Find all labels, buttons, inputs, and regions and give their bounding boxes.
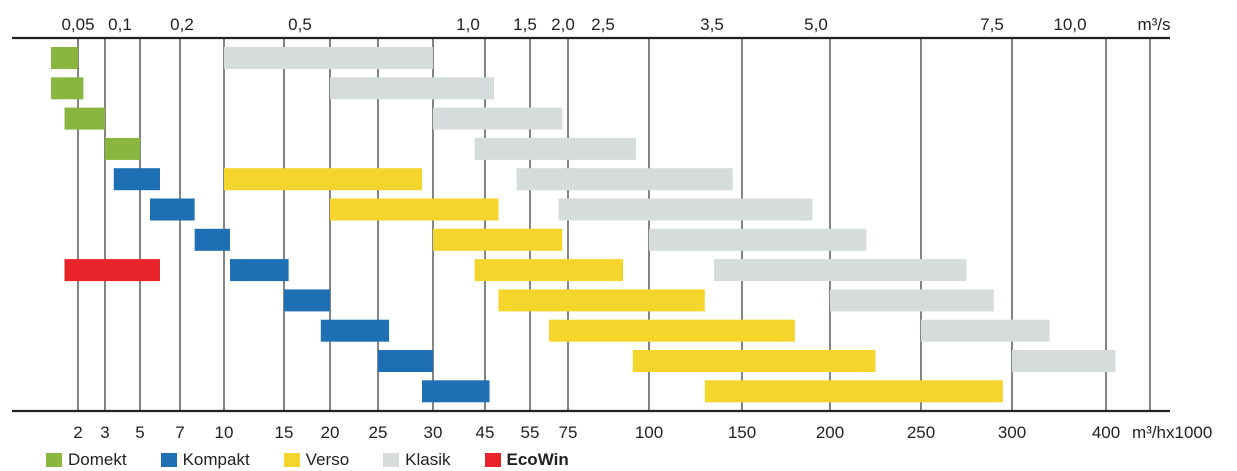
legend-item-verso: Verso: [283, 450, 350, 470]
bar-verso: [498, 289, 705, 312]
chart-legend: Domekt Kompakt Verso Klasik EcoWin: [46, 450, 603, 470]
bar-klasik: [649, 228, 867, 251]
bottom-tick-label: 2: [73, 423, 82, 442]
bar-domekt: [51, 77, 84, 100]
top-tick-label: 2,5: [591, 15, 615, 34]
bar-kompakt: [230, 259, 289, 282]
top-tick-label: 0,05: [61, 15, 94, 34]
bar-klasik: [1012, 350, 1116, 372]
bottom-axis-unit: m³/hx1000: [1132, 423, 1212, 442]
legend-swatch: [383, 453, 400, 467]
bar-klasik: [830, 289, 994, 312]
bottom-tick-label: 7: [175, 423, 184, 442]
bar-kompakt: [113, 168, 160, 191]
bar-verso: [632, 350, 876, 372]
bottom-tick-label: 55: [521, 423, 540, 442]
bar-verso: [474, 259, 624, 282]
legend-label: Klasik: [405, 450, 451, 469]
top-tick-label: 0,5: [288, 15, 312, 34]
bar-verso: [704, 380, 1003, 403]
top-tick-label: 1,5: [513, 15, 537, 34]
bottom-tick-label: 15: [275, 423, 294, 442]
bar-klasik: [224, 47, 433, 69]
bar-klasik: [516, 168, 733, 191]
bottom-tick-label: 45: [476, 423, 495, 442]
top-tick-label: 10,0: [1053, 15, 1086, 34]
top-tick-label: 1,0: [456, 15, 480, 34]
legend-swatch: [46, 453, 62, 467]
bar-verso: [549, 319, 795, 342]
bar-kompakt: [150, 198, 195, 221]
bottom-tick-label: 250: [907, 423, 935, 442]
top-tick-label: 2,0: [551, 15, 575, 34]
legend-label: Verso: [305, 450, 350, 469]
bar-klasik: [330, 77, 494, 100]
legend-item-ecowin: EcoWin: [484, 450, 569, 470]
bar-kompakt: [422, 380, 490, 403]
bottom-tick-label: 75: [559, 423, 578, 442]
bar-kompakt: [378, 350, 433, 372]
bottom-tick-label: 30: [424, 423, 443, 442]
bar-domekt: [105, 137, 140, 160]
top-tick-label: 0,1: [108, 15, 132, 34]
legend-swatch: [160, 453, 177, 467]
bottom-tick-label: 200: [816, 423, 844, 442]
top-tick-label: 3,5: [700, 15, 724, 34]
bottom-tick-label: 300: [998, 423, 1026, 442]
top-tick-label: 0,2: [170, 15, 194, 34]
legend-item-domekt: Domekt: [46, 450, 127, 470]
top-tick-label: 7,5: [980, 15, 1004, 34]
legend-label: Domekt: [68, 450, 127, 469]
bottom-tick-label: 5: [135, 423, 144, 442]
bar-domekt: [51, 47, 78, 69]
bar-domekt: [64, 107, 105, 130]
bar-verso: [330, 198, 499, 221]
legend-item-klasik: Klasik: [383, 450, 451, 470]
bottom-tick-label: 20: [321, 423, 340, 442]
bar-klasik: [714, 259, 967, 282]
legend-swatch: [283, 453, 300, 467]
legend-label: Kompakt: [182, 450, 250, 469]
legend-label: EcoWin: [506, 450, 569, 469]
bottom-tick-label: 150: [728, 423, 756, 442]
bar-verso: [433, 228, 563, 251]
bottom-tick-label: 400: [1092, 423, 1120, 442]
bar-klasik: [921, 319, 1050, 342]
bar-kompakt: [320, 319, 389, 342]
bottom-tick-label: 25: [369, 423, 388, 442]
bar-klasik: [474, 137, 637, 160]
bar-klasik: [558, 198, 813, 221]
legend-item-kompakt: Kompakt: [160, 450, 250, 470]
top-axis-unit: m³/s: [1137, 15, 1170, 34]
bar-kompakt: [284, 289, 330, 312]
bottom-tick-label: 3: [100, 423, 109, 442]
top-tick-label: 5,0: [804, 15, 828, 34]
bar-kompakt: [194, 228, 230, 251]
legend-swatch: [484, 453, 501, 467]
bar-verso: [224, 168, 422, 191]
bottom-tick-label: 10: [215, 423, 234, 442]
bar-ecowin: [64, 259, 160, 282]
bar-klasik: [433, 107, 563, 130]
bottom-tick-label: 100: [635, 423, 663, 442]
